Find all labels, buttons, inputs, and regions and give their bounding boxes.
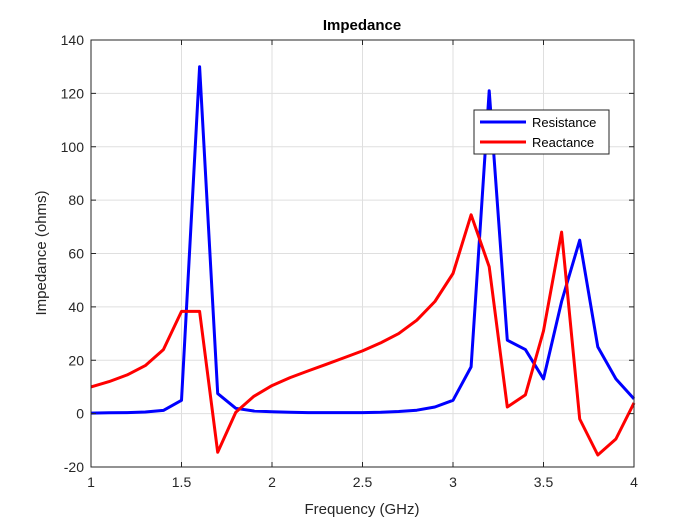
y-tick-label: 100 [61,139,85,155]
legend-label-reactance: Reactance [532,135,594,150]
tick-labels: 1 1.5 2 2.5 3 3.5 4 -20 0 20 40 60 80 100 120 140 [61,32,638,490]
y-tick-label: 80 [68,192,84,208]
x-tick-label: 3 [449,474,457,490]
x-tick-label: 2.5 [353,474,373,490]
legend: Resistance Reactance [473,109,610,155]
y-tick-label: 0 [76,406,84,422]
legend-box [473,109,610,155]
x-tick-label: 1 [87,474,95,490]
ticks [90,39,635,468]
y-tick-label: 60 [68,246,84,262]
chart-title: Impedance [323,17,401,34]
legend-label-resistance: Resistance [532,115,596,130]
y-tick-label: -20 [64,459,84,475]
y-tick-label: 140 [61,32,85,48]
reactance-line [90,213,636,457]
y-tick-label: 20 [68,352,84,368]
resistance-line [90,65,636,415]
x-tick-label: 3.5 [534,474,554,490]
x-tick-label: 1.5 [172,474,192,490]
y-axis-label: Impedance (ohms) [33,190,50,315]
y-tick-label: 120 [61,85,85,101]
x-tick-label: 4 [630,474,638,490]
x-tick-label: 2 [268,474,276,490]
x-axis-label: Frequency (GHz) [304,501,419,518]
series-layer [90,65,636,457]
y-tick-label: 40 [68,299,84,315]
